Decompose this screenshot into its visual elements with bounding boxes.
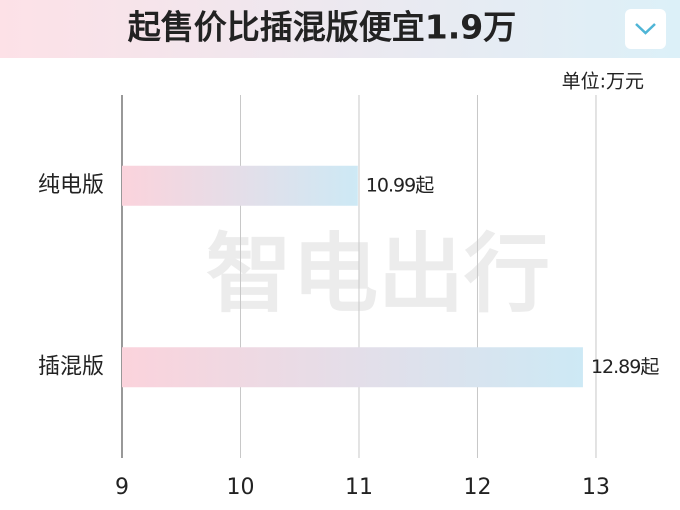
x-tick-label: 13 [582, 475, 610, 500]
dropdown-button[interactable] [625, 9, 666, 49]
x-tick-label: 9 [115, 475, 129, 500]
bar [122, 165, 358, 206]
y-tick-label: 插混版 [38, 354, 104, 379]
value-label: 10.99起 [366, 174, 434, 196]
bar [122, 347, 583, 388]
chart-title: 起售价比插混版便宜1.9万 [128, 8, 516, 47]
unit-label: 单位:万元 [562, 71, 644, 93]
header-band [0, 0, 680, 58]
value-label: 12.89起 [591, 356, 659, 378]
x-tick-label: 10 [226, 475, 254, 500]
y-tick-label: 纯电版 [38, 173, 104, 198]
x-tick-label: 12 [463, 475, 491, 500]
x-tick-label: 11 [345, 475, 373, 500]
watermark: 智电出行 [206, 224, 550, 324]
